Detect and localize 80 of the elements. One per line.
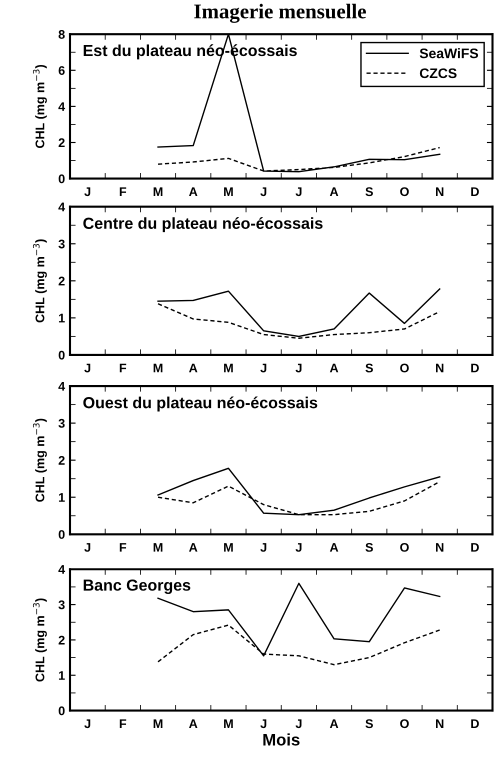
y-tick-label: 3 [58,240,65,248]
x-tick-label: F [120,719,126,728]
y-tick-label: 2 [58,138,65,148]
y-axis-title: CHL (mg m$^{−3}$) [32,239,47,322]
x-tick-label: M [224,187,233,196]
y-tick-label: 1 [58,493,65,502]
x-tick-label: M [154,719,162,728]
x-tick-label: F [120,543,126,552]
x-tick-label: O [400,542,409,552]
y-axis-title: CHL (mg m$^{−3}$) [32,418,47,502]
y-tick-label: 0 [58,530,65,539]
text: Ouest du plateau néo-écossais [83,396,318,412]
x-tick-label: M [154,543,162,552]
y-axis-title: CHL (mg m$^{−3}$) [32,598,47,682]
y-axis-title: CHL (mg m$^{−3}$) [32,64,47,148]
legend-label: CZCS [420,68,457,78]
x-tick-label: J [260,187,266,196]
x-axis-title: Mois [263,733,300,746]
x-tick-label: A [189,719,198,728]
legend-label: SeaWiFS [420,48,478,58]
x-tick-label: D [471,187,479,196]
y-tick-label: 4 [58,382,66,391]
x-tick-label: A [189,543,198,552]
x-tick-label: M [224,364,233,372]
text: Banc Georges [84,579,190,594]
x-tick-label: A [330,364,338,372]
x-tick-label: J [84,719,90,728]
x-tick-label: N [436,187,444,196]
x-tick-label: M [224,719,233,728]
y-tick-label: 3 [58,418,65,428]
y-tick-label: 2 [58,636,65,644]
x-tick-label: J [260,364,266,372]
chart-title: Imagerie mensuelle [194,4,366,23]
y-tick-label: 1 [58,671,65,680]
x-tick-label: S [365,187,373,196]
y-tick-label: 4 [58,565,66,574]
x-tick-label: A [189,364,198,372]
x-tick-label: S [365,364,373,372]
x-tick-label: O [400,364,409,372]
x-tick-label: A [330,187,338,196]
x-tick-label: A [330,719,338,728]
x-tick-label: M [154,364,162,372]
x-tick-label: S [365,542,373,552]
x-tick-label: F [120,364,126,372]
x-tick-label: J [260,719,266,728]
x-tick-label: J [84,187,90,196]
x-tick-label: D [471,719,479,728]
text: Centre du plateau néo-écossais [83,217,323,232]
x-tick-label: O [400,187,409,196]
x-tick-label: O [400,719,409,728]
x-tick-label: D [471,364,479,372]
x-tick-label: M [154,187,162,196]
x-tick-label: A [189,187,198,196]
x-tick-label: D [471,543,479,552]
y-tick-label: 6 [58,66,65,75]
x-tick-label: N [436,719,444,728]
x-tick-label: J [296,719,302,728]
x-tick-label: N [436,364,444,372]
x-tick-label: A [330,543,338,552]
x-tick-label: J [84,543,90,552]
y-tick-label: 4 [58,102,66,111]
x-tick-label: J [296,364,302,372]
x-tick-label: J [260,543,266,552]
y-tick-label: 1 [58,314,65,322]
y-tick-label: 8 [58,30,65,39]
x-tick-label: N [436,543,444,552]
x-tick-label: F [120,187,126,196]
x-tick-label: M [224,543,233,552]
x-tick-label: S [365,719,373,728]
line-series [157,288,440,338]
y-tick-label: 0 [58,350,65,360]
y-tick-label: 3 [58,600,65,610]
y-tick-label: 0 [58,706,65,716]
x-tick-label: J [84,364,90,372]
y-tick-label: 2 [58,276,65,286]
y-tick-label: 2 [58,456,65,465]
x-tick-label: J [296,187,302,196]
y-tick-label: 0 [58,174,65,184]
y-tick-label: 4 [58,202,66,212]
x-tick-label: J [296,543,302,552]
